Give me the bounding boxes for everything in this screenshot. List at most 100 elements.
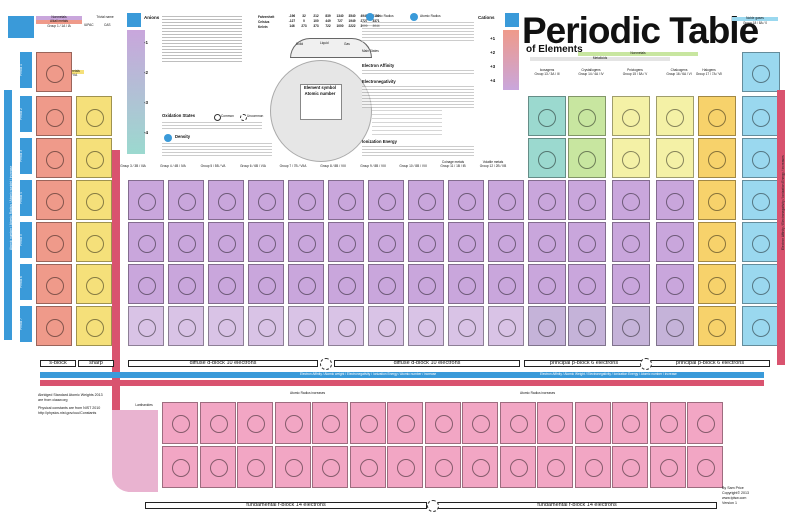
element-cell[interactable]: [36, 52, 72, 92]
element-cell[interactable]: [488, 180, 524, 220]
element-cell[interactable]: [36, 138, 72, 178]
element-cell[interactable]: [698, 264, 736, 304]
element-cell[interactable]: [168, 306, 204, 346]
element-cell[interactable]: [656, 96, 694, 136]
element-cell[interactable]: [742, 52, 780, 92]
f-element-cell[interactable]: [649, 402, 686, 444]
f-element-cell[interactable]: [312, 446, 348, 488]
f-element-cell[interactable]: [312, 402, 348, 444]
element-cell[interactable]: [448, 222, 484, 262]
element-cell[interactable]: [288, 180, 324, 220]
element-cell[interactable]: [612, 306, 650, 346]
element-cell[interactable]: [368, 180, 404, 220]
element-cell[interactable]: [36, 306, 72, 346]
f-element-cell[interactable]: [349, 402, 386, 444]
f-element-cell[interactable]: [649, 446, 686, 488]
element-cell[interactable]: [656, 138, 694, 178]
element-cell[interactable]: [528, 180, 566, 220]
element-cell[interactable]: [528, 138, 566, 178]
element-cell[interactable]: [368, 222, 404, 262]
element-cell[interactable]: [248, 264, 284, 304]
element-cell[interactable]: [742, 306, 780, 346]
element-cell[interactable]: [656, 222, 694, 262]
f-element-cell[interactable]: [612, 446, 648, 488]
f-element-cell[interactable]: [462, 402, 498, 444]
element-cell[interactable]: [128, 222, 164, 262]
element-cell[interactable]: [448, 180, 484, 220]
f-element-cell[interactable]: [687, 446, 723, 488]
f-element-cell[interactable]: [499, 402, 536, 444]
f-element-cell[interactable]: [237, 402, 273, 444]
element-cell[interactable]: [488, 306, 524, 346]
element-cell[interactable]: [448, 306, 484, 346]
element-cell[interactable]: [128, 306, 164, 346]
f-element-cell[interactable]: [574, 402, 611, 444]
element-cell[interactable]: [698, 138, 736, 178]
element-cell[interactable]: [742, 222, 780, 262]
f-element-cell[interactable]: [162, 402, 198, 444]
element-cell[interactable]: [568, 306, 606, 346]
element-cell[interactable]: [698, 306, 736, 346]
element-cell[interactable]: [128, 180, 164, 220]
f-element-cell[interactable]: [237, 446, 273, 488]
f-element-cell[interactable]: [274, 402, 311, 444]
f-element-cell[interactable]: [687, 402, 723, 444]
element-cell[interactable]: [208, 222, 244, 262]
element-cell[interactable]: [612, 222, 650, 262]
element-cell[interactable]: [528, 264, 566, 304]
element-cell[interactable]: [656, 264, 694, 304]
element-cell[interactable]: [528, 222, 566, 262]
element-cell[interactable]: [408, 222, 444, 262]
element-cell[interactable]: [76, 180, 112, 220]
element-cell[interactable]: [128, 264, 164, 304]
f-element-cell[interactable]: [537, 446, 573, 488]
element-cell[interactable]: [742, 180, 780, 220]
element-cell[interactable]: [168, 180, 204, 220]
element-cell[interactable]: [36, 264, 72, 304]
element-cell[interactable]: [568, 222, 606, 262]
element-cell[interactable]: [208, 264, 244, 304]
element-cell[interactable]: [328, 222, 364, 262]
element-cell[interactable]: [656, 306, 694, 346]
element-cell[interactable]: [488, 222, 524, 262]
element-cell[interactable]: [698, 96, 736, 136]
element-cell[interactable]: [448, 264, 484, 304]
element-cell[interactable]: [76, 96, 112, 136]
f-element-cell[interactable]: [387, 402, 423, 444]
f-element-cell[interactable]: [574, 446, 611, 488]
f-element-cell[interactable]: [537, 402, 573, 444]
element-cell[interactable]: [368, 264, 404, 304]
f-element-cell[interactable]: [612, 402, 648, 444]
element-cell[interactable]: [328, 306, 364, 346]
element-cell[interactable]: [208, 180, 244, 220]
element-cell[interactable]: [36, 180, 72, 220]
element-cell[interactable]: [36, 96, 72, 136]
f-element-cell[interactable]: [424, 446, 461, 488]
element-cell[interactable]: [288, 306, 324, 346]
element-cell[interactable]: [408, 306, 444, 346]
element-cell[interactable]: [612, 264, 650, 304]
element-cell[interactable]: [208, 306, 244, 346]
f-element-cell[interactable]: [499, 446, 536, 488]
element-cell[interactable]: [36, 222, 72, 262]
element-cell[interactable]: [528, 96, 566, 136]
element-cell[interactable]: [76, 138, 112, 178]
element-cell[interactable]: [742, 96, 780, 136]
element-cell[interactable]: [248, 180, 284, 220]
f-element-cell[interactable]: [274, 446, 311, 488]
element-cell[interactable]: [328, 180, 364, 220]
element-cell[interactable]: [742, 138, 780, 178]
element-cell[interactable]: [612, 138, 650, 178]
f-element-cell[interactable]: [162, 446, 198, 488]
element-cell[interactable]: [288, 264, 324, 304]
f-element-cell[interactable]: [462, 446, 498, 488]
element-cell[interactable]: [168, 264, 204, 304]
element-cell[interactable]: [368, 306, 404, 346]
element-cell[interactable]: [656, 180, 694, 220]
element-cell[interactable]: [408, 180, 444, 220]
element-cell[interactable]: [76, 306, 112, 346]
element-cell[interactable]: [568, 138, 606, 178]
f-element-cell[interactable]: [387, 446, 423, 488]
f-element-cell[interactable]: [199, 402, 236, 444]
f-element-cell[interactable]: [199, 446, 236, 488]
